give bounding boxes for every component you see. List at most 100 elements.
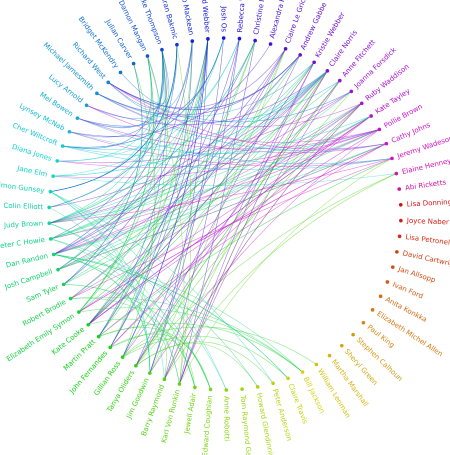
edge — [88, 62, 315, 325]
edge — [50, 191, 227, 391]
node-dot — [120, 355, 125, 359]
node-dot — [48, 237, 53, 241]
edge — [109, 115, 372, 348]
node-dot — [160, 47, 164, 52]
edge — [49, 102, 362, 224]
node-dot — [384, 141, 389, 146]
node-dot — [399, 218, 403, 223]
node-dot — [84, 103, 89, 108]
edge — [110, 326, 317, 365]
node-dot — [312, 60, 316, 65]
node-dot — [271, 381, 275, 386]
node-dot — [224, 388, 229, 392]
node-label: Jan Allsopp — [396, 265, 437, 285]
edge — [49, 222, 227, 391]
node-dot — [177, 382, 182, 386]
edge — [57, 70, 328, 270]
node-dot — [283, 46, 288, 51]
node-dot — [67, 129, 72, 134]
edge — [57, 91, 352, 270]
edge — [179, 62, 315, 385]
edge — [49, 222, 196, 388]
edge — [87, 38, 240, 325]
node-dot — [134, 363, 138, 368]
node-dot — [255, 385, 260, 389]
edge — [53, 254, 289, 379]
node-label: Colin Elliott — [3, 202, 43, 211]
edge — [50, 44, 178, 192]
node-label: Anne Robotti — [222, 396, 230, 441]
node-dot — [339, 343, 344, 348]
edge — [70, 158, 393, 299]
node-label: Edward Coughlan — [201, 395, 214, 455]
edge — [122, 338, 196, 388]
node-dot — [55, 159, 60, 163]
node-dot — [314, 362, 319, 367]
edge — [53, 70, 328, 177]
node-label: Howard Glendinning — [255, 392, 276, 455]
node-dot — [96, 334, 101, 339]
edge — [77, 117, 380, 150]
edge — [53, 173, 397, 186]
node-dot — [193, 385, 197, 390]
edge — [69, 43, 271, 137]
edge — [98, 40, 256, 337]
node-label: Karl Von Runkin — [160, 389, 182, 444]
edge — [135, 342, 258, 388]
edge — [77, 44, 178, 128]
edge — [70, 296, 303, 373]
edge — [53, 254, 303, 373]
node-dot — [148, 371, 152, 375]
node-dot — [390, 156, 394, 161]
node-dot — [75, 116, 80, 120]
node-dot — [131, 61, 136, 66]
edge — [96, 80, 340, 123]
edge — [78, 49, 165, 313]
node-dot — [240, 387, 244, 391]
node-dot — [338, 78, 342, 83]
edges — [48, 37, 397, 391]
edge — [98, 323, 303, 373]
node-dot — [51, 252, 56, 257]
node-dot — [162, 377, 167, 382]
edge — [70, 54, 301, 299]
node-label: Joyce Naber — [406, 217, 449, 227]
node-dot — [369, 114, 373, 118]
node-dot — [61, 282, 66, 287]
edge — [49, 70, 328, 208]
node-dot — [395, 250, 399, 254]
edge — [98, 158, 393, 337]
node-label: Peter Anderson — [271, 388, 293, 442]
edge — [78, 55, 154, 313]
node-dot — [221, 36, 226, 40]
edge — [98, 41, 193, 337]
edge — [62, 115, 372, 157]
node-dot — [385, 280, 390, 284]
edge — [110, 333, 211, 390]
edge — [49, 54, 301, 224]
node-dot — [237, 36, 242, 41]
edge — [96, 93, 387, 152]
node-label: Ivan Ford — [391, 281, 424, 301]
edge — [57, 38, 209, 270]
edge — [135, 54, 301, 366]
edge — [49, 158, 393, 224]
edge — [147, 55, 185, 385]
node-dot — [398, 202, 403, 207]
node-dot — [397, 234, 402, 239]
node-dot — [48, 189, 53, 194]
node-dot — [327, 353, 332, 358]
node-dot — [56, 267, 60, 272]
node-dot — [359, 101, 364, 106]
edge — [53, 44, 178, 255]
edge — [50, 49, 163, 240]
node-dot — [60, 144, 65, 148]
node-label: Rob Mackean — [179, 0, 196, 36]
edge — [122, 63, 156, 358]
edge — [63, 284, 180, 385]
edge — [50, 238, 258, 388]
node-label: David Cartwright — [402, 249, 450, 270]
node-label: Simon Gunsey — [0, 181, 45, 195]
edge — [53, 40, 256, 255]
